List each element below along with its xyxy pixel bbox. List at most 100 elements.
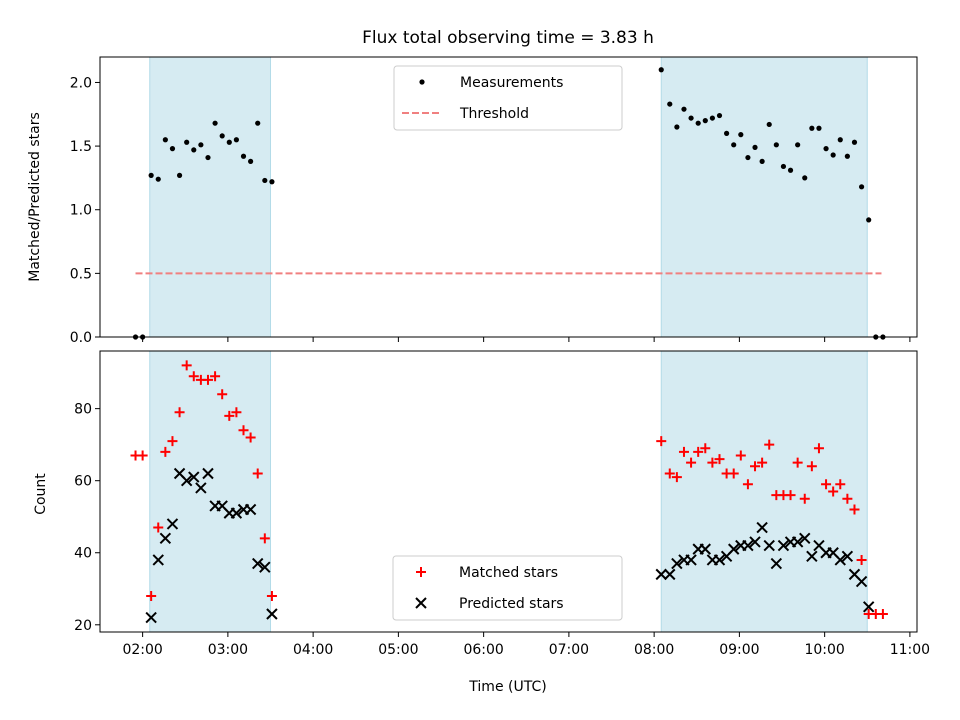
- matched-star-point: [678, 446, 689, 457]
- x-tick-label: 06:00: [463, 642, 503, 658]
- observing-window-1: [149, 56, 272, 338]
- legend-label: Matched stars: [459, 565, 558, 581]
- axes-frame: [99, 56, 918, 338]
- measurement-point: [802, 175, 808, 181]
- y-tick-label: 80: [74, 402, 92, 418]
- measurement-point: [248, 158, 254, 164]
- measurement-point: [716, 112, 723, 119]
- legend-plus-icon: [416, 567, 426, 577]
- matched-star-point: [714, 454, 725, 465]
- matched-star-point: [252, 468, 263, 479]
- measurement-point: [752, 144, 758, 150]
- measurement-point: [667, 101, 673, 107]
- matched-star-point: [806, 461, 817, 472]
- measurement-point: [816, 125, 822, 131]
- y-tick-label: 40: [74, 546, 92, 562]
- matched-star-point: [799, 493, 810, 504]
- measurement-point: [773, 142, 779, 148]
- matched-star-point: [856, 554, 867, 565]
- predicted-star-point: [770, 557, 783, 570]
- y-tick-label: 1.5: [70, 139, 92, 155]
- matched-star-point: [842, 493, 853, 504]
- matched-star-point: [238, 425, 249, 436]
- predicted-star-point: [742, 539, 754, 552]
- matched-star-point: [686, 457, 697, 468]
- x-tick-label: 07:00: [549, 642, 589, 658]
- predicted-star-point: [252, 557, 264, 570]
- predicted-star-point: [664, 568, 676, 581]
- measurement-point: [169, 146, 176, 152]
- measurement-point: [162, 137, 168, 143]
- matched-star-point: [224, 410, 235, 421]
- x-tick-label: 11:00: [890, 642, 930, 658]
- measurement-point: [844, 153, 850, 159]
- measurement-point: [858, 184, 865, 190]
- predicted-star-point: [152, 554, 164, 566]
- measurement-point: [240, 153, 247, 159]
- legend-label: Threshold: [459, 106, 529, 122]
- predicted-star-point: [195, 482, 207, 494]
- observing-window-1: [149, 350, 272, 633]
- matched-star-point: [785, 490, 796, 501]
- legend-box: [392, 555, 623, 621]
- predicted-star-point: [259, 561, 271, 573]
- measurement-point: [709, 115, 715, 121]
- matched-star-point: [210, 371, 221, 382]
- measurement-point: [866, 217, 872, 223]
- measurement-point: [198, 142, 204, 148]
- measurement-point: [184, 139, 190, 145]
- predicted-star-point: [671, 557, 683, 570]
- measurement-point: [795, 142, 801, 148]
- top-y-axis-label: Matched/Predicted stars: [27, 112, 43, 282]
- predicted-star-point: [799, 532, 811, 545]
- predicted-star-point: [756, 521, 768, 534]
- predicted-star-point: [777, 539, 790, 552]
- measurement-point: [745, 154, 751, 161]
- predicted-star-point: [188, 471, 200, 483]
- matched-star-point: [259, 533, 270, 544]
- matched-star-point: [735, 450, 746, 461]
- y-tick-label: 0.0: [70, 330, 92, 346]
- predicted-star-point: [713, 554, 726, 566]
- measurement-point: [658, 67, 664, 73]
- y-tick-label: 1.0: [70, 203, 92, 219]
- matched-star-point: [245, 432, 256, 443]
- matched-star-point: [877, 608, 888, 619]
- matched-star-point: [656, 436, 667, 447]
- measurement-point: [674, 124, 680, 130]
- x-axis-label: Time (UTC): [468, 679, 546, 695]
- matched-star-point: [217, 389, 228, 400]
- matched-star-point: [137, 450, 148, 461]
- chart-title: Flux total observing time = 3.83 h: [362, 28, 654, 48]
- x-tick-label: 02:00: [122, 642, 162, 658]
- matched-star-point: [202, 374, 213, 385]
- predicted-star-point: [230, 507, 243, 519]
- predicted-star-point: [244, 503, 257, 516]
- measurement-point: [702, 118, 708, 124]
- predicted-star-point: [699, 543, 711, 555]
- measurement-point: [269, 179, 275, 185]
- axes-frame: [99, 350, 918, 633]
- bottom-panel: 20 40 60 80 02:00 03:00 04:00 05:00 06:00 07:00 08…: [74, 350, 930, 658]
- matched-star-point: [750, 461, 761, 472]
- matched-star-point: [849, 504, 860, 515]
- measurement-point: [262, 177, 268, 184]
- matched-star-point: [742, 479, 753, 490]
- legend-dot-icon: [419, 79, 425, 85]
- predicted-star-point: [749, 536, 761, 548]
- measurement-point: [738, 132, 744, 138]
- legend-label: Predicted stars: [459, 596, 564, 612]
- x-tick-label: 05:00: [378, 642, 418, 658]
- measurement-point: [695, 120, 701, 126]
- y-tick-label: 20: [74, 618, 92, 634]
- predicted-star-point: [180, 474, 193, 487]
- x-tick-label: 08:00: [634, 642, 674, 658]
- measurement-point: [837, 137, 843, 143]
- measurement-point: [205, 154, 211, 161]
- matched-star-point: [146, 590, 157, 601]
- matched-star-point: [821, 479, 832, 490]
- matched-star-point: [174, 407, 185, 418]
- measurement-point: [787, 167, 794, 173]
- matched-star-point: [835, 479, 846, 490]
